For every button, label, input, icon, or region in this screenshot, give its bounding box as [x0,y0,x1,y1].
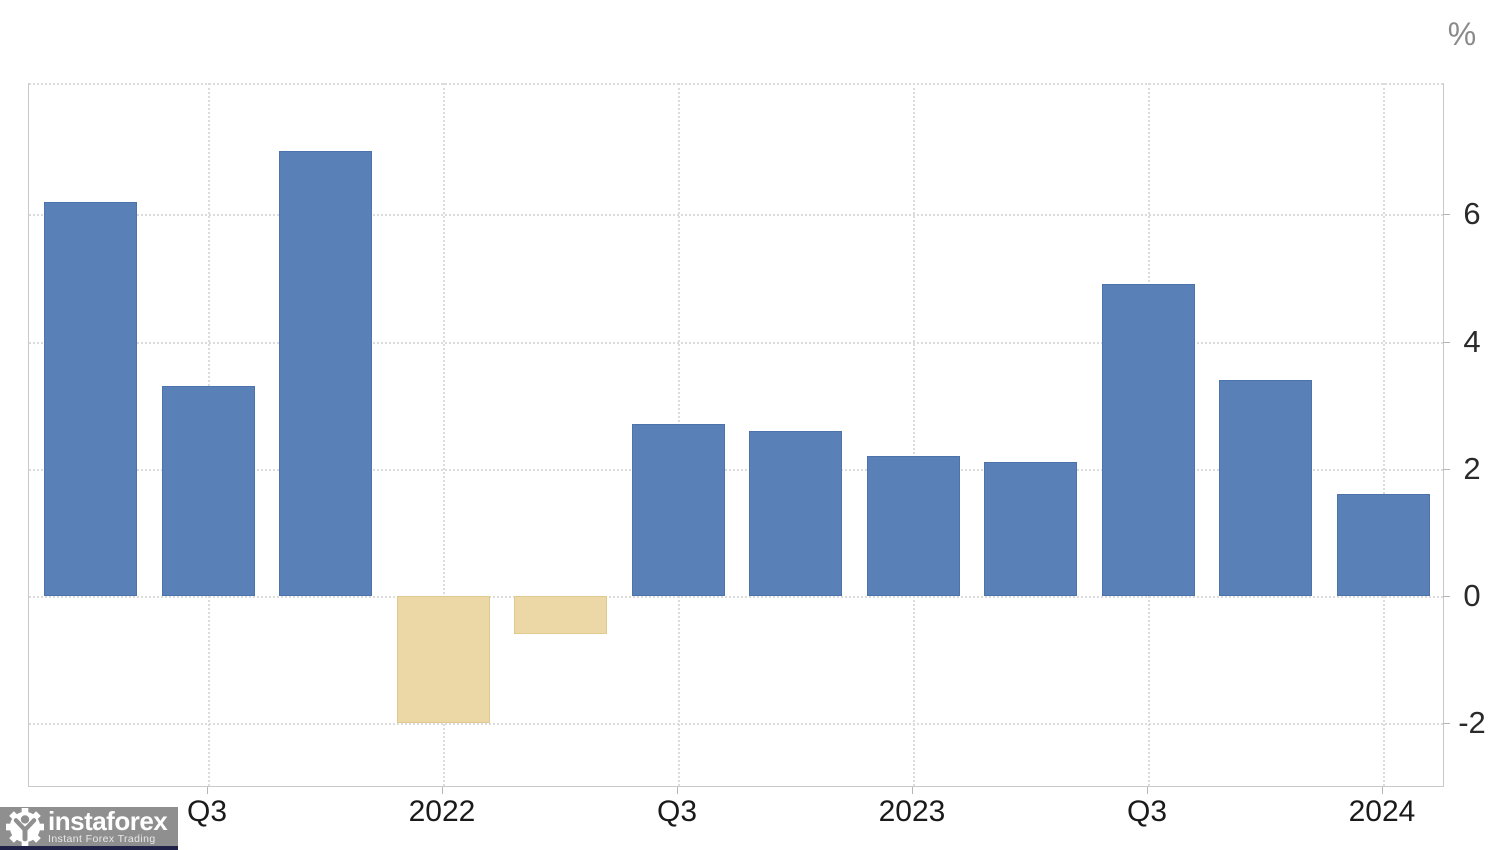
bar-4 [514,596,607,635]
bar-1 [161,386,255,596]
x-tick-mark [442,787,443,794]
gridline-y-2 [29,468,1443,471]
x-tick-label-7: 2023 [878,795,946,828]
instaforex-watermark: instaforex Instant Forex Trading [0,807,178,846]
y-tick-label-2: 2 [1463,450,1481,486]
plot-top-border [29,83,1443,85]
x-tick-mark [677,787,678,794]
instaforex-watermark-text: instaforex Instant Forex Trading [48,806,178,845]
bar-6 [749,430,842,596]
y-tick-mark [1443,341,1450,343]
y-tick-mark [1443,468,1450,470]
gridline-y-6 [29,214,1443,217]
y-axis-unit-label: % [1447,16,1477,52]
x-tick-label-11: 2024 [1348,795,1416,828]
x-tick-mark [1382,787,1383,794]
y-tick-label-4: 4 [1463,323,1481,359]
gridline-y-4 [29,341,1443,344]
gridline-y--2 [29,723,1443,726]
bar-3 [396,596,490,724]
instaforex-gear-icon [6,808,44,846]
y-tick-mark [1443,596,1450,597]
bar-8 [984,462,1077,596]
bar-9 [1101,284,1195,596]
bar-7 [866,456,960,596]
instaforex-tagline-label: Instant Forex Trading [48,833,156,845]
bar-0 [44,201,137,596]
gridline-x-2024 [1383,83,1385,786]
y-tick-label-0: 0 [1463,578,1481,613]
x-tick-mark [1147,787,1148,794]
gridline-y-0 [29,596,1443,598]
x-tick-mark [912,787,913,794]
x-tick-label-5: Q3 [656,795,698,828]
x-tick-label-1: Q3 [186,795,228,828]
gridline-x-2023 [913,83,915,786]
y-tick-label--2: -2 [1458,705,1486,741]
x-tick-mark [207,787,208,794]
bar-10 [1219,379,1312,596]
bar-11 [1336,494,1430,596]
instaforex-brand-label: instaforex [48,806,168,836]
bar-5 [631,424,725,596]
plot-area [28,83,1444,787]
bar-2 [279,150,372,596]
gridline-x-2022 [443,83,445,786]
x-tick-label-9: Q3 [1126,795,1168,828]
y-tick-mark [1443,214,1450,216]
y-tick-label-6: 6 [1463,196,1481,232]
y-tick-mark [1443,723,1450,725]
x-tick-label-3: 2022 [408,795,476,828]
watermark-bottom-strip [0,846,178,850]
